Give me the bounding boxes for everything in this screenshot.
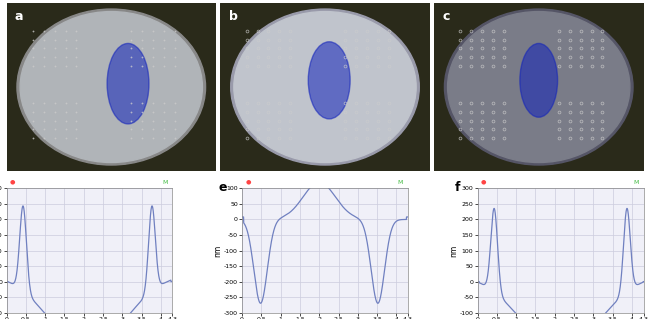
Ellipse shape [234, 11, 416, 162]
Ellipse shape [17, 9, 205, 165]
Text: ●: ● [481, 180, 486, 185]
Ellipse shape [520, 43, 558, 117]
Ellipse shape [231, 9, 419, 165]
Ellipse shape [448, 11, 630, 162]
Text: c: c [443, 10, 450, 23]
Ellipse shape [308, 42, 350, 119]
Y-axis label: nm: nm [213, 244, 222, 256]
Y-axis label: nm: nm [449, 244, 458, 256]
Ellipse shape [20, 11, 202, 162]
Text: b: b [229, 10, 237, 23]
Text: M: M [162, 180, 168, 185]
Text: M: M [398, 180, 403, 185]
Text: ●: ● [10, 180, 16, 185]
Ellipse shape [107, 43, 149, 124]
Text: f: f [454, 181, 460, 194]
Ellipse shape [445, 9, 633, 165]
Text: ●: ● [246, 180, 251, 185]
Text: e: e [219, 181, 227, 194]
Text: a: a [15, 10, 23, 23]
Text: M: M [633, 180, 638, 185]
